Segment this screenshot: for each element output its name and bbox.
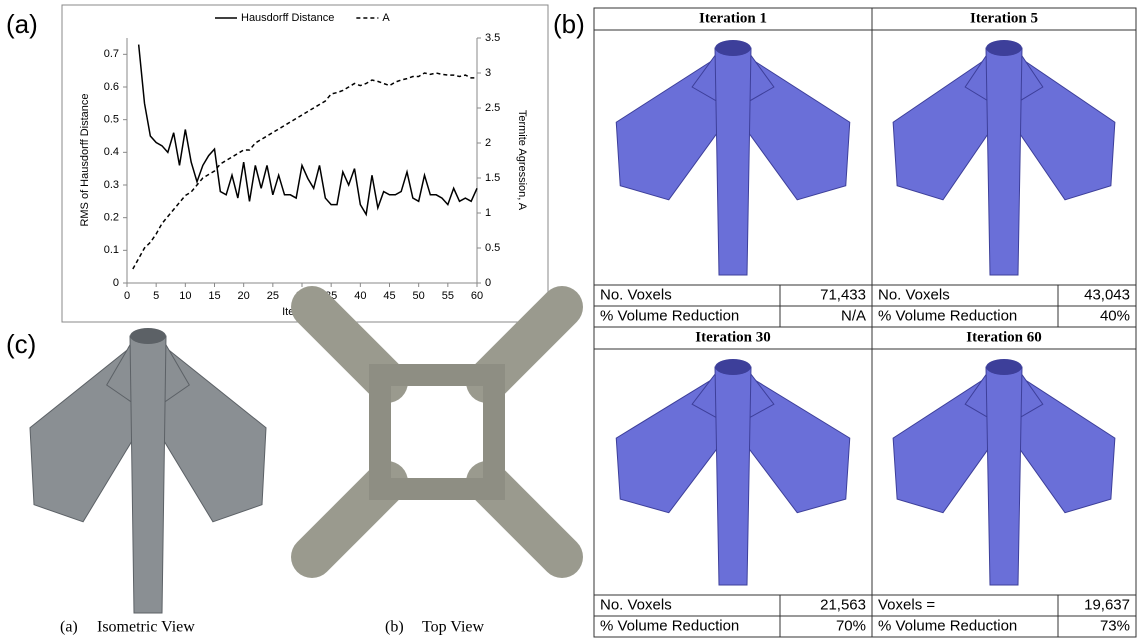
render-title: Iteration 60	[966, 329, 1041, 345]
series-line	[137, 44, 478, 217]
x-tick-label: 60	[471, 290, 483, 302]
chart-frame	[61, 4, 549, 323]
row-label: No. Voxels	[878, 286, 950, 303]
row-value: 43,043	[1084, 286, 1130, 303]
row-label: % Volume Reduction	[600, 307, 739, 324]
row-value: 40%	[1100, 307, 1130, 324]
render-top	[715, 40, 751, 56]
render-column	[985, 366, 1023, 586]
render-top	[130, 328, 166, 344]
row-value: N/A	[841, 307, 866, 324]
caption-text: Isometric View	[97, 619, 195, 636]
render-title: Iteration 30	[695, 329, 770, 345]
y2-tick-label: 1	[485, 207, 491, 219]
series-line	[132, 72, 477, 270]
x-tick-label: 0	[124, 290, 130, 302]
render-column	[714, 366, 752, 586]
x-tick-label: 50	[413, 290, 425, 302]
x-tick-label: 55	[442, 290, 454, 302]
y-axis-title: RMS of Hausdorff Distance	[79, 93, 91, 226]
x-tick-label: 10	[179, 290, 191, 302]
row-label: No. Voxels	[600, 596, 672, 613]
row-value: 71,433	[820, 286, 866, 303]
panel-label: (b)	[553, 9, 585, 39]
legend-label: Hausdorff Distance	[241, 12, 334, 24]
x-tick-label: 40	[354, 290, 366, 302]
photo-hole	[391, 386, 483, 478]
render-title: Iteration 1	[699, 10, 767, 26]
x-tick-label: 25	[267, 290, 279, 302]
y2-tick-label: 2.5	[485, 102, 500, 114]
row-label: No. Voxels	[600, 286, 672, 303]
y2-tick-label: 3	[485, 67, 491, 79]
render-top	[986, 40, 1022, 56]
y-tick-label: 0.7	[104, 48, 119, 60]
y2-tick-label: 0.5	[485, 242, 500, 254]
caption-label: (a)	[60, 619, 78, 636]
row-label: % Volume Reduction	[878, 307, 1017, 324]
panel-label: (c)	[6, 329, 36, 359]
x-tick-label: 45	[383, 290, 395, 302]
row-label: % Volume Reduction	[600, 617, 739, 634]
x-tick-label: 15	[208, 290, 220, 302]
y-tick-label: 0.4	[104, 146, 119, 158]
y2-tick-label: 2	[485, 137, 491, 149]
row-label: % Volume Reduction	[878, 617, 1017, 634]
y2-axis-title: Termite Agression, A	[516, 110, 528, 211]
render-column	[985, 47, 1023, 276]
y-tick-label: 0.2	[104, 212, 119, 224]
y2-tick-label: 3.5	[485, 32, 500, 44]
render-title: Iteration 5	[970, 10, 1038, 26]
legend-label: A	[382, 12, 390, 24]
row-value: 19,637	[1084, 596, 1130, 613]
y2-tick-label: 1.5	[485, 172, 500, 184]
caption-label: (b)	[385, 619, 404, 636]
table-frame	[593, 7, 1137, 638]
row-label: Voxels =	[878, 596, 935, 613]
row-value: 70%	[836, 617, 866, 634]
render-top	[715, 359, 751, 375]
y-tick-label: 0	[113, 277, 119, 289]
y-tick-label: 0.5	[104, 114, 119, 126]
x-tick-label: 20	[238, 290, 250, 302]
row-value: 73%	[1100, 617, 1130, 634]
y-tick-label: 0.3	[104, 179, 119, 191]
render-column	[129, 335, 167, 614]
panel-label: (a)	[6, 9, 38, 39]
row-value: 21,563	[820, 596, 866, 613]
photo-ring	[369, 364, 505, 500]
y-tick-label: 0.6	[104, 81, 119, 93]
y-tick-label: 0.1	[104, 244, 119, 256]
x-tick-label: 5	[153, 290, 159, 302]
render-top	[986, 359, 1022, 375]
y2-tick-label: 0	[485, 277, 491, 289]
render-column	[714, 47, 752, 276]
caption-text: Top View	[422, 619, 485, 636]
